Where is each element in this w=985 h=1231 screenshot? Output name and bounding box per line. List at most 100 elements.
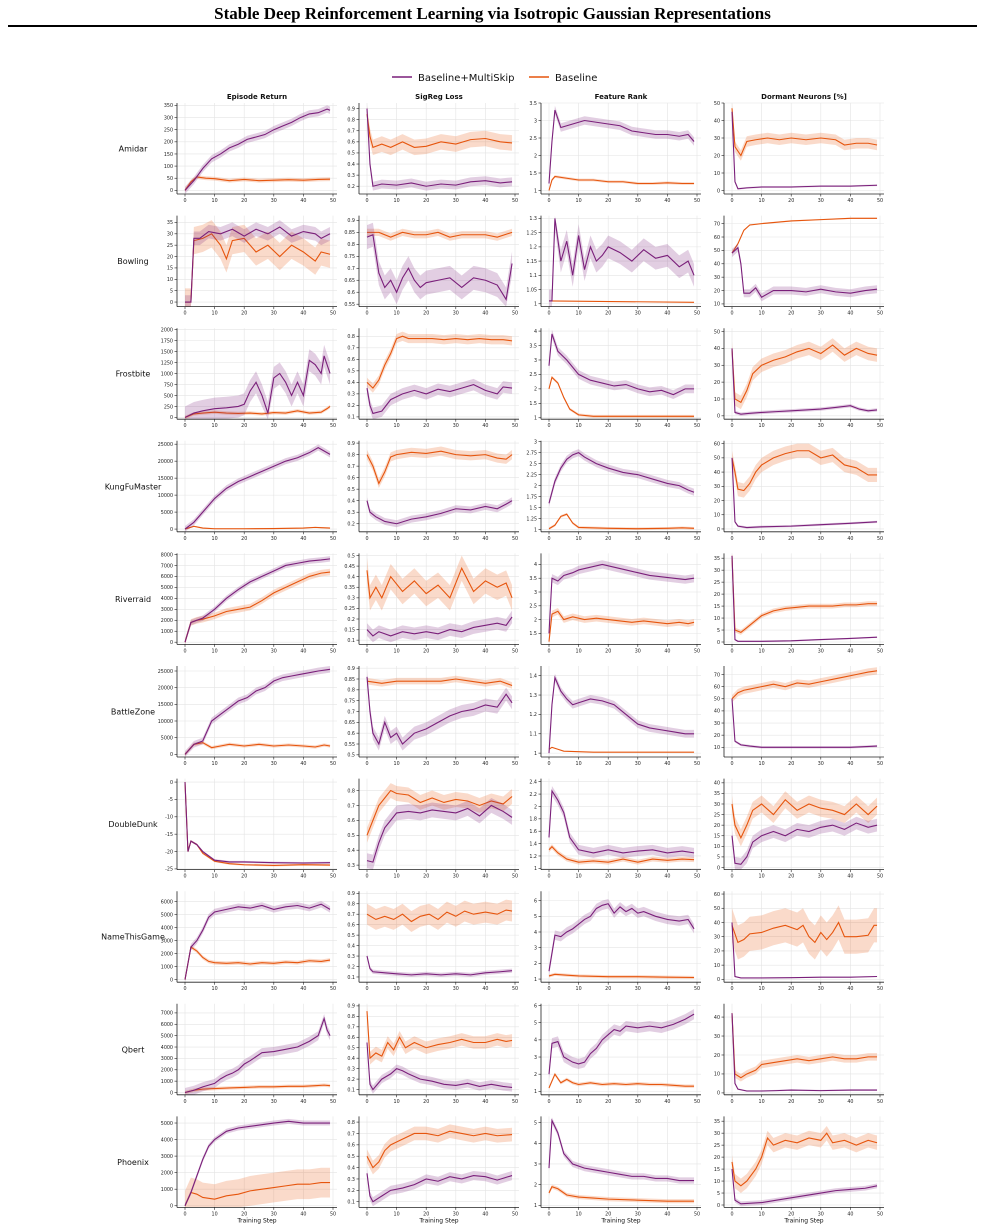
baseline-band [185, 404, 331, 420]
x-tick-label: 20 [788, 986, 794, 992]
multiskip-band [549, 673, 695, 757]
y-tick-label: 4 [534, 1141, 537, 1147]
x-tick-label: 20 [241, 423, 247, 429]
multiskip-band [549, 329, 695, 399]
x-tick-label: 20 [605, 761, 611, 767]
x-tick-label: 0 [730, 986, 733, 992]
x-tick-label: 50 [694, 311, 700, 317]
x-tick-label: 10 [212, 648, 218, 654]
x-tick-label: 50 [330, 536, 336, 542]
y-tick-label: 2.5 [529, 372, 537, 378]
y-tick-label: 1.1 [529, 732, 537, 738]
y-tick-label: 0 [170, 527, 173, 533]
x-tick-label: 30 [271, 874, 277, 880]
x-tick-label: 40 [664, 198, 670, 204]
y-tick-label: 2000 [161, 618, 173, 624]
y-tick-label: 0.8 [347, 788, 355, 794]
y-tick-label: 5 [534, 914, 537, 920]
x-tick-label: 0 [730, 536, 733, 542]
x-tick-label: 40 [664, 874, 670, 880]
x-tick-label: 10 [212, 1211, 218, 1217]
subplot: 11.522.533.540 10 20 30 40 50 [529, 328, 701, 429]
baseline-band [367, 1004, 513, 1065]
y-tick-label: 35 [714, 1119, 720, 1125]
y-tick-label: 0.45 [344, 564, 355, 570]
x-axis-label: Training Step [418, 1217, 458, 1224]
y-tick-label: 1000 [161, 1079, 173, 1085]
y-tick-label: 2 [534, 387, 537, 393]
x-tick-label: 50 [694, 536, 700, 542]
x-tick-label: 20 [423, 1099, 429, 1105]
multiskip-line [184, 558, 331, 643]
y-tick-label: 5 [717, 855, 720, 861]
y-tick-label: 1.5 [529, 631, 537, 637]
multiskip-line [366, 955, 513, 976]
y-tick-label: 5000 [161, 735, 173, 741]
y-tick-label: 30 [714, 363, 720, 369]
y-tick-label: 3.5 [529, 576, 537, 582]
subplot: 0.2 0.3 0.4 0.5 0.6 0.7 0.8 0.9 0 10 20 30 40 50 [347, 103, 519, 204]
y-tick-label: 0 [170, 977, 173, 983]
x-tick-label: 10 [576, 1099, 582, 1105]
y-tick-label: 0.4 [347, 1056, 355, 1062]
y-tick-label: 250 [164, 404, 173, 410]
y-tick-label: 10 [714, 616, 720, 622]
baseline-line [548, 175, 695, 191]
y-tick-label: 0.4 [347, 498, 355, 504]
x-tick-label: 40 [847, 198, 853, 204]
x-tick-label: 50 [512, 1099, 518, 1105]
x-tick-label: 50 [694, 874, 700, 880]
y-tick-label: 4 [534, 930, 537, 936]
baseline-line [184, 742, 331, 755]
y-tick-label: 0.9 [347, 1004, 355, 1010]
y-tick-label: 200 [164, 140, 173, 146]
multiskip-band [367, 1168, 513, 1207]
y-tick-label: 1000 [161, 371, 173, 377]
y-tick-label: 0.1 [347, 415, 355, 421]
y-tick-label: 0.3 [347, 954, 355, 960]
x-tick-label: 0 [547, 536, 550, 542]
y-tick-label: 1 [534, 1089, 537, 1095]
x-tick-label: 0 [730, 423, 733, 429]
y-tick-label: 1500 [161, 349, 173, 355]
x-tick-label: 40 [482, 536, 488, 542]
y-tick-label: 25 [167, 243, 173, 249]
y-tick-label: 0.3 [347, 392, 355, 398]
y-tick-label: 0.8 [347, 1014, 355, 1020]
y-tick-label: 0 [170, 780, 173, 786]
x-tick-label: 40 [300, 536, 306, 542]
y-tick-label: 10 [714, 844, 720, 850]
y-tick-label: 0.85 [344, 677, 355, 683]
y-tick-label: 5 [170, 288, 173, 294]
x-tick-label: 10 [212, 198, 218, 204]
y-tick-label: 0.1 [347, 1087, 355, 1093]
y-tick-label: 1.75 [526, 494, 537, 500]
subplot: 0 5 10 15 20 25 30 35 40 0 10 20 30 40 50 [714, 778, 884, 880]
y-tick-label: 0.55 [344, 742, 355, 748]
multiskip-line [548, 452, 695, 504]
x-tick-label: 40 [482, 311, 488, 317]
x-tick-label: 40 [847, 1211, 853, 1217]
y-tick-label: 2 [534, 804, 537, 810]
x-tick-label: 0 [183, 311, 186, 317]
y-tick-label: 1000 [161, 1187, 173, 1193]
row-label: Frostbite [116, 370, 151, 379]
y-tick-label: 1 [534, 188, 537, 194]
subplot: 0 250 500 750 1000 1250 1500 1750 2000 0 10 20 30 40 5… [161, 327, 337, 429]
column-title: Episode Return [227, 93, 287, 101]
y-tick-label: -15 [165, 832, 173, 838]
y-tick-label: 0 [717, 865, 720, 871]
x-tick-label: 40 [847, 986, 853, 992]
multiskip-line [185, 226, 331, 303]
baseline-band [367, 106, 513, 156]
x-tick-label: 20 [788, 761, 794, 767]
x-tick-label: 40 [664, 1211, 670, 1217]
y-tick-label: 20 [714, 1155, 720, 1161]
x-tick-label: 20 [605, 1211, 611, 1217]
y-tick-label: 20 [714, 380, 720, 386]
multiskip-band [367, 497, 513, 528]
x-tick-label: 50 [330, 986, 336, 992]
y-tick-label: 0.5 [347, 369, 355, 375]
subplot: 10 20 30 40 50 60 70 0 10 20 30 40 50 [714, 215, 884, 317]
x-tick-label: 10 [394, 874, 400, 880]
